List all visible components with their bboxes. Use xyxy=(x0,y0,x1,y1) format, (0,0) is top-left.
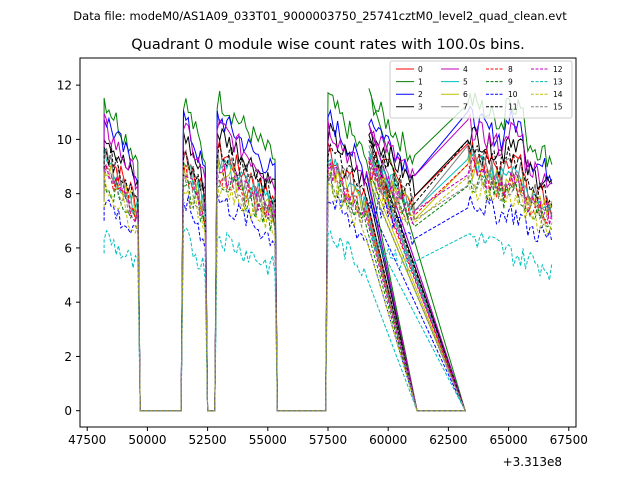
series-line-8 xyxy=(103,160,553,412)
series-line-1 xyxy=(103,88,553,412)
x-tick-label: 65000 xyxy=(489,433,527,447)
legend-label-7: 7 xyxy=(463,103,468,112)
y-tick-label: 10 xyxy=(57,133,72,147)
y-tick-label: 2 xyxy=(64,350,72,364)
x-tick-label: 60000 xyxy=(369,433,407,447)
legend-label-15: 15 xyxy=(553,103,563,112)
x-tick-label: 55000 xyxy=(249,433,287,447)
y-tick-label: 8 xyxy=(64,187,72,201)
legend-label-1: 1 xyxy=(418,77,423,86)
legend-label-11: 11 xyxy=(508,103,518,112)
series-line-12 xyxy=(103,156,553,412)
series-line-13 xyxy=(103,225,553,412)
series-line-11 xyxy=(103,138,553,412)
legend-label-14: 14 xyxy=(553,90,563,99)
suptitle: Data file: modeM0/AS1A09_033T01_90000037… xyxy=(73,9,567,23)
x-tick-label: 67500 xyxy=(550,433,588,447)
legend-label-8: 8 xyxy=(508,65,513,74)
legend-label-12: 12 xyxy=(553,65,563,74)
series-line-5 xyxy=(103,147,553,412)
y-tick-label: 4 xyxy=(64,296,72,310)
x-tick-label: 47500 xyxy=(68,433,106,447)
x-tick-label: 50000 xyxy=(128,433,166,447)
x-tick-label: 52500 xyxy=(189,433,227,447)
y-tick-label: 6 xyxy=(64,241,72,255)
legend-label-5: 5 xyxy=(463,77,468,86)
legend-box xyxy=(389,60,573,119)
x-tick-label: 57500 xyxy=(309,433,347,447)
y-tick-label: 0 xyxy=(64,404,72,418)
x-offset-label: +3.313e8 xyxy=(503,455,562,469)
x-tick-label: 62500 xyxy=(429,433,467,447)
legend-label-13: 13 xyxy=(553,77,563,86)
legend-label-9: 9 xyxy=(508,77,513,86)
legend-label-4: 4 xyxy=(463,65,468,74)
legend-label-2: 2 xyxy=(418,90,423,99)
y-tick-label: 12 xyxy=(57,79,72,93)
series-line-10 xyxy=(103,193,553,412)
series-line-15 xyxy=(103,165,553,412)
series-line-14 xyxy=(103,171,553,412)
chart-title: Quadrant 0 module wise count rates with … xyxy=(131,37,525,53)
legend-label-6: 6 xyxy=(463,90,468,99)
legend-label-10: 10 xyxy=(508,90,518,99)
legend-label-0: 0 xyxy=(418,65,423,74)
legend-label-3: 3 xyxy=(418,103,423,112)
series-line-4 xyxy=(103,113,553,412)
plot-area: 47500 50000 52500 55000 57500 60000 62500 65000… xyxy=(57,57,588,447)
